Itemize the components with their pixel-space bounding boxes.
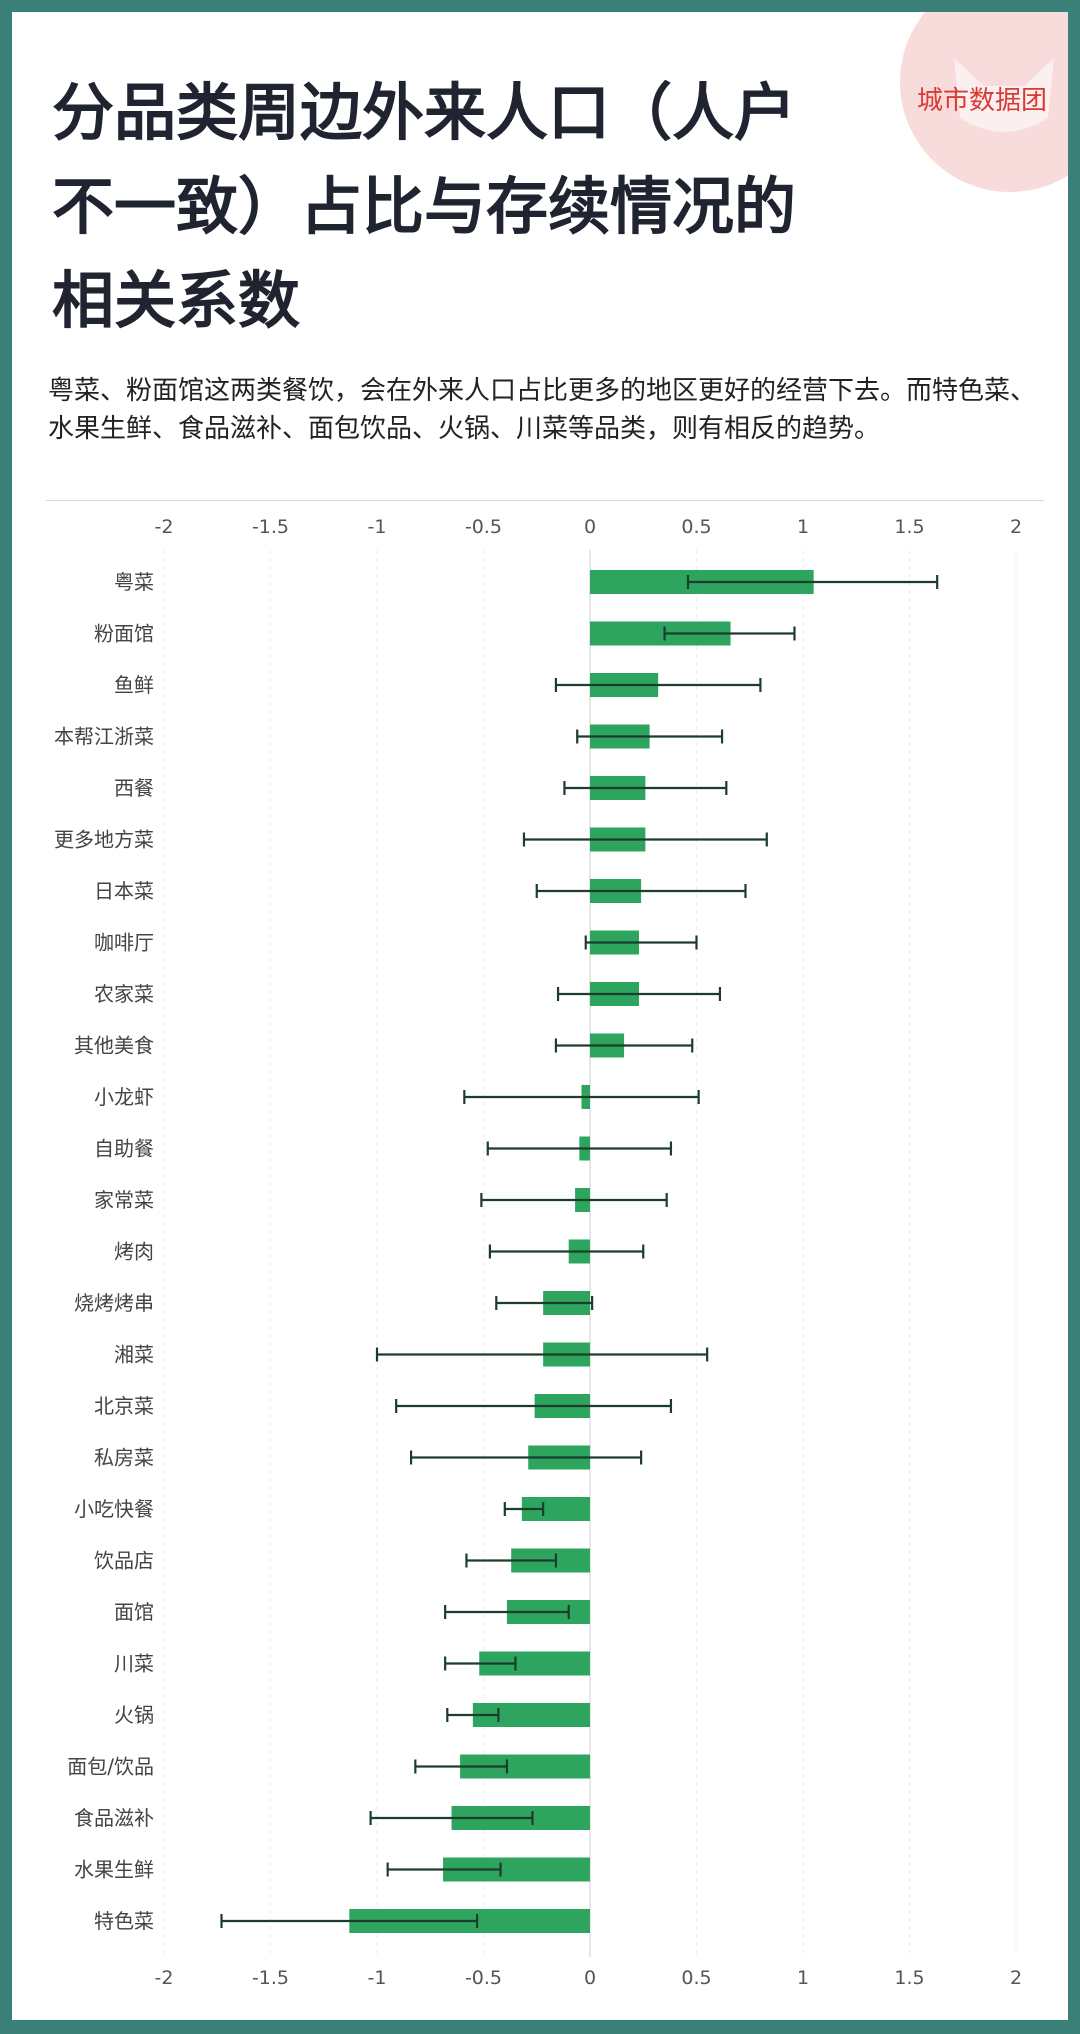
x-tick-bottom-0: -2 xyxy=(155,1967,174,1989)
cat-logo-icon xyxy=(954,58,1054,132)
category-label-22: 火锅 xyxy=(114,1703,154,1727)
x-tick-top-7: 1.5 xyxy=(894,516,924,538)
category-label-20: 面馆 xyxy=(114,1600,154,1624)
x-tick-top-3: -0.5 xyxy=(465,516,502,538)
x-tick-top-4: 0 xyxy=(584,516,596,538)
x-tick-bottom-8: 2 xyxy=(1010,1967,1022,1989)
category-label-15: 湘菜 xyxy=(114,1343,154,1367)
x-tick-top-5: 0.5 xyxy=(681,516,711,538)
header-divider xyxy=(46,500,1044,501)
category-label-9: 其他美食 xyxy=(74,1034,154,1058)
x-tick-bottom-6: 1 xyxy=(797,1967,809,1989)
category-label-4: 西餐 xyxy=(114,776,154,800)
brand-logo-text: 城市数据团 xyxy=(917,86,1048,116)
category-label-26: 特色菜 xyxy=(94,1909,154,1933)
x-tick-bottom-1: -1.5 xyxy=(252,1967,289,1989)
category-label-5: 更多地方菜 xyxy=(54,828,154,852)
category-label-3: 本帮江浙菜 xyxy=(54,725,154,749)
category-label-7: 咖啡厅 xyxy=(94,931,154,955)
chart-card: 城市数据团 分品类周边外来人口（人户 不一致）占比与存续情况的 相关系数 粤菜、… xyxy=(12,12,1068,2020)
category-label-14: 烧烤烤串 xyxy=(74,1291,154,1315)
category-label-10: 小龙虾 xyxy=(94,1085,154,1109)
x-tick-bottom-2: -1 xyxy=(368,1967,387,1989)
category-label-11: 自助餐 xyxy=(94,1137,154,1161)
x-tick-bottom-3: -0.5 xyxy=(465,1967,502,1989)
x-tick-top-0: -2 xyxy=(155,516,174,538)
title-line-1: 分品类周边外来人口（人户 xyxy=(52,76,797,149)
title-line-3: 相关系数 xyxy=(52,264,301,337)
category-label-24: 食品滋补 xyxy=(74,1806,154,1830)
category-label-12: 家常菜 xyxy=(94,1188,154,1212)
x-tick-bottom-4: 0 xyxy=(584,1967,596,1989)
correlation-bar-chart: -2 -2 -1.5 -1.5 -1 -1 -0.5 -0.5 0 0 0.5 0.5 1 1 1.5 1.5… xyxy=(54,516,1022,1989)
x-tick-top-1: -1.5 xyxy=(252,516,289,538)
category-label-23: 面包/饮品 xyxy=(67,1755,154,1779)
category-label-8: 农家菜 xyxy=(94,982,154,1006)
category-label-25: 水果生鲜 xyxy=(74,1858,154,1882)
x-tick-bottom-7: 1.5 xyxy=(894,1967,924,1989)
category-label-2: 鱼鲜 xyxy=(114,673,154,697)
category-label-17: 私房菜 xyxy=(94,1446,154,1470)
category-label-18: 小吃快餐 xyxy=(74,1497,154,1521)
category-label-0: 粤菜 xyxy=(114,570,154,594)
category-label-1: 粉面馆 xyxy=(94,622,154,646)
category-label-16: 北京菜 xyxy=(94,1394,154,1418)
x-tick-bottom-5: 0.5 xyxy=(681,1967,711,1989)
x-tick-top-6: 1 xyxy=(797,516,809,538)
category-label-21: 川菜 xyxy=(114,1652,154,1676)
chart-subtitle: 粤菜、粉面馆这两类餐饮，会在外来人口占比更多的地区更好的经营下去。而特色菜、水果… xyxy=(48,376,1037,444)
category-label-13: 烤肉 xyxy=(114,1240,154,1264)
x-tick-top-8: 2 xyxy=(1010,516,1022,538)
page-title: 分品类周边外来人口（人户 不一致）占比与存续情况的 相关系数 xyxy=(52,66,892,348)
category-label-6: 日本菜 xyxy=(94,879,154,903)
title-line-2: 不一致）占比与存续情况的 xyxy=(52,170,797,243)
category-label-19: 饮品店 xyxy=(94,1549,154,1573)
x-tick-top-2: -1 xyxy=(368,516,387,538)
